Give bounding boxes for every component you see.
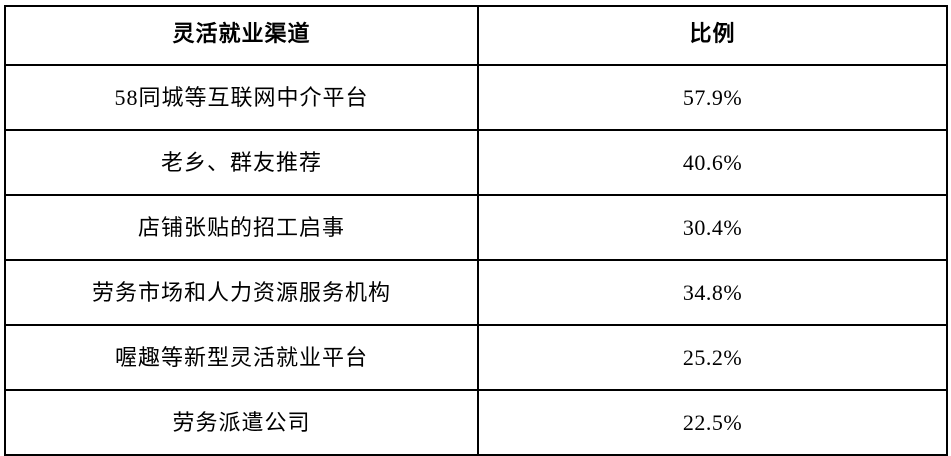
- channel-name: 劳务市场和人力资源服务机构: [91, 279, 391, 305]
- channel-name: 劳务派遣公司: [172, 409, 311, 435]
- table-body: 58同城等互联网中介平台 57.9% 老乡、群友推荐 40.6% 店铺张贴的招工…: [4, 64, 948, 456]
- flexible-employment-channel-table: 灵活就业渠道 比例 58同城等互联网中介平台 57.9% 老乡、群友推荐: [4, 5, 948, 456]
- cell-ratio: 40.6%: [477, 129, 948, 196]
- cell-channel: 喔趣等新型灵活就业平台: [4, 324, 479, 391]
- cell-ratio: 25.2%: [477, 324, 948, 391]
- channel-name: 老乡、群友推荐: [160, 149, 322, 175]
- cell-ratio: 34.8%: [477, 259, 948, 326]
- column-header-ratio-label: 比例: [689, 22, 736, 48]
- ratio-value: 30.4%: [682, 214, 743, 240]
- table-row: 店铺张贴的招工启事 30.4%: [4, 194, 948, 261]
- table-row: 劳务市场和人力资源服务机构 34.8%: [4, 259, 948, 326]
- column-header-ratio: 比例: [477, 5, 948, 66]
- cell-channel: 老乡、群友推荐: [4, 129, 479, 196]
- table-row: 58同城等互联网中介平台 57.9%: [4, 64, 948, 131]
- table-header: 灵活就业渠道 比例: [4, 5, 948, 66]
- cell-channel: 劳务市场和人力资源服务机构: [4, 259, 479, 326]
- ratio-value: 57.9%: [682, 84, 743, 110]
- table-row: 老乡、群友推荐 40.6%: [4, 129, 948, 196]
- table-row: 喔趣等新型灵活就业平台 25.2%: [4, 324, 948, 391]
- ratio-value: 40.6%: [682, 149, 743, 175]
- column-header-channel: 灵活就业渠道: [4, 5, 479, 66]
- cell-ratio: 30.4%: [477, 194, 948, 261]
- cell-ratio: 22.5%: [477, 389, 948, 456]
- channel-name: 店铺张贴的招工启事: [137, 214, 345, 240]
- channel-name: 喔趣等新型灵活就业平台: [114, 344, 368, 370]
- ratio-value: 25.2%: [682, 344, 743, 370]
- table-header-row: 灵活就业渠道 比例: [4, 5, 948, 66]
- cell-ratio: 57.9%: [477, 64, 948, 131]
- channel-name: 58同城等互联网中介平台: [114, 84, 369, 110]
- cell-channel: 劳务派遣公司: [4, 389, 479, 456]
- column-header-channel-label: 灵活就业渠道: [172, 22, 311, 48]
- cell-channel: 店铺张贴的招工启事: [4, 194, 479, 261]
- ratio-value: 22.5%: [682, 409, 743, 435]
- cell-channel: 58同城等互联网中介平台: [4, 64, 479, 131]
- ratio-value: 34.8%: [682, 279, 743, 305]
- table-row: 劳务派遣公司 22.5%: [4, 389, 948, 456]
- page-root: 灵活就业渠道 比例 58同城等互联网中介平台 57.9% 老乡、群友推荐: [4, 5, 948, 456]
